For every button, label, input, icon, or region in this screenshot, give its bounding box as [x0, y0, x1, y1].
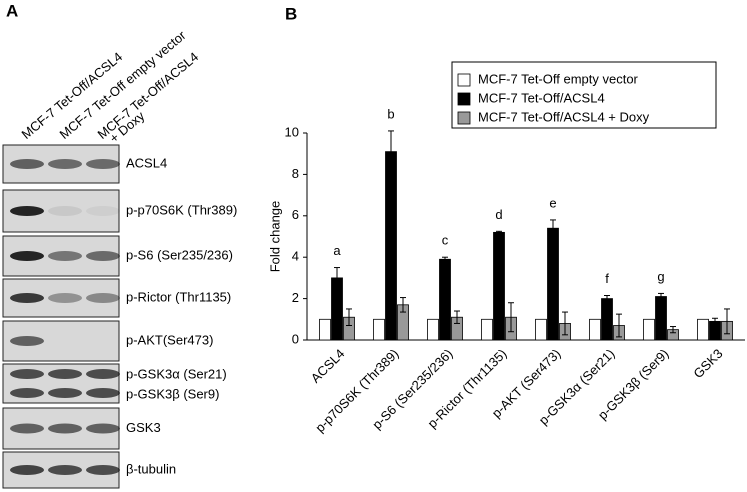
protein-label: p-AKT(Ser473)	[126, 332, 213, 347]
blot-band	[10, 206, 44, 216]
error-bar	[508, 302, 514, 333]
blot-band	[48, 423, 82, 434]
bar	[643, 318, 655, 341]
blot-band	[86, 293, 120, 303]
protein-label: p-Rictor (Thr1135)	[126, 289, 231, 304]
blot-band	[86, 251, 120, 261]
error-bar	[616, 313, 622, 338]
annotation: e	[549, 195, 556, 210]
bar	[535, 318, 547, 341]
y-tick-label: 2	[292, 290, 299, 305]
annotation: c	[442, 233, 449, 248]
bar	[655, 296, 667, 341]
protein-label: p-p70S6K (Thr389)	[126, 202, 237, 217]
error-bar	[550, 219, 556, 237]
protein-label: GSK3	[126, 420, 161, 435]
annotation: b	[387, 106, 394, 121]
error-bar	[496, 230, 502, 234]
error-bar	[454, 310, 460, 324]
blot-band	[48, 293, 82, 303]
blot-band	[10, 293, 44, 303]
panel-label: A	[6, 1, 18, 20]
legend	[451, 61, 717, 129]
bar	[319, 318, 331, 341]
bar	[589, 318, 601, 341]
bar	[547, 227, 559, 341]
blot-band	[86, 206, 120, 216]
error-bar	[658, 292, 664, 301]
legend-label: MCF-7 Tet-Off/ACSL4 + Doxy	[478, 109, 650, 124]
panel-label: B	[285, 4, 297, 23]
error-bar	[604, 294, 610, 303]
blot-band	[10, 465, 44, 475]
bar	[481, 318, 493, 341]
legend-swatch	[457, 111, 471, 125]
bar	[439, 258, 451, 341]
legend-swatch	[457, 73, 471, 87]
blot-band	[86, 388, 120, 398]
y-tick-label: 0	[292, 331, 299, 346]
bar	[373, 318, 385, 341]
y-tick-label: 8	[292, 166, 299, 181]
blot-band	[48, 465, 82, 475]
legend-label: MCF-7 Tet-Off empty vector	[478, 71, 639, 86]
x-tick-label: GSK3	[690, 346, 725, 381]
error-bar	[400, 297, 406, 313]
blot-band	[10, 369, 44, 379]
y-axis-title: Fold change	[267, 201, 282, 273]
error-bar	[724, 308, 730, 335]
y-tick-label: 6	[292, 207, 299, 222]
error-bar	[562, 311, 568, 336]
protein-label: p-GSK3β (Ser9)	[126, 386, 219, 401]
bar	[493, 231, 505, 341]
annotation: g	[657, 269, 664, 284]
blot-band	[86, 465, 120, 475]
error-bar	[670, 326, 676, 334]
blot-band	[86, 159, 120, 169]
blot-band	[10, 159, 44, 169]
annotation: f	[605, 271, 609, 286]
blot-band	[10, 388, 44, 398]
blot-band	[86, 423, 120, 434]
blot-band	[86, 369, 120, 379]
bar	[385, 151, 397, 341]
error-bar	[346, 308, 352, 327]
y-tick-label: 10	[285, 124, 299, 139]
blot-band	[10, 423, 44, 434]
error-bar	[388, 130, 394, 173]
bar	[601, 298, 613, 341]
protein-label: ACSL4	[126, 155, 167, 170]
blot-band	[10, 251, 44, 261]
legend-swatch	[457, 92, 471, 106]
blot-band	[48, 251, 82, 261]
error-bar	[442, 256, 448, 262]
blot-band	[10, 336, 44, 346]
blot-band	[48, 369, 82, 379]
protein-label: β-tubulin	[126, 461, 176, 476]
bar	[697, 318, 709, 341]
protein-label: p-S6 (Ser235/236)	[126, 247, 233, 262]
blot-band	[48, 388, 82, 398]
annotation: a	[333, 243, 341, 258]
protein-label: p-GSK3α (Ser21)	[126, 366, 227, 381]
annotation: d	[495, 207, 502, 222]
error-bar	[334, 267, 340, 289]
x-tick-label: ACSL4	[308, 346, 348, 386]
blot-band	[48, 159, 82, 169]
bar	[427, 318, 439, 341]
error-bar	[712, 317, 718, 325]
y-tick-label: 4	[292, 249, 299, 264]
legend-label: MCF-7 Tet-Off/ACSL4	[478, 90, 605, 105]
blot-band	[48, 206, 82, 216]
